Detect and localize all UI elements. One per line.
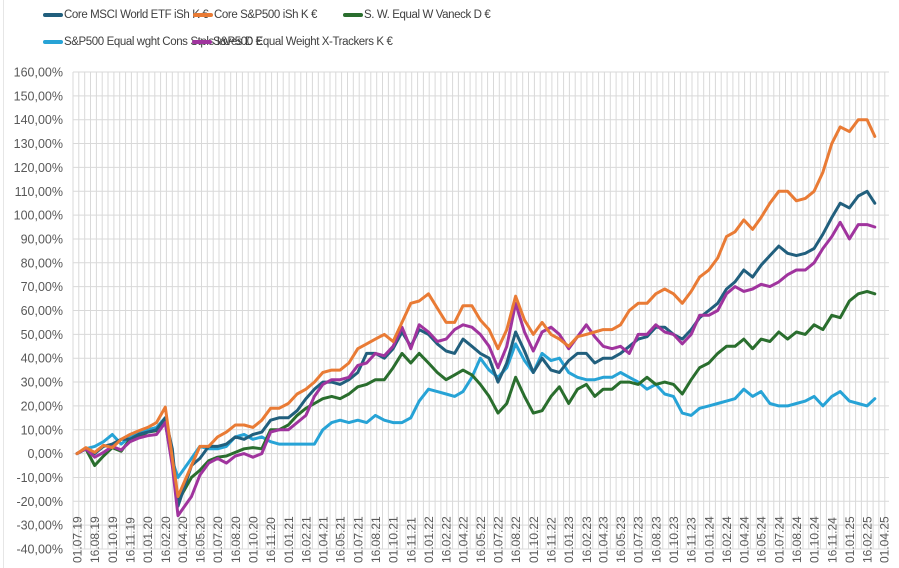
- x-tick-label: 16.02.22: [440, 516, 454, 563]
- x-tick-label: 16.02.20: [159, 516, 173, 563]
- x-tick-label: 16.11.24: [825, 517, 839, 563]
- x-tick-label: 01.04.24: [737, 516, 751, 563]
- series-line-cons-staples: [75, 342, 877, 479]
- x-tick-label: 16.11.21: [404, 517, 418, 563]
- x-axis-tick-labels: 01.07.19 16.08.19 01.10.19 16.11.19 01.01.20…: [71, 516, 892, 563]
- y-axis-tick-labels: 160,00% 150,00% 140,00% 130,00% 120,00% 110,0…: [14, 66, 63, 557]
- y-tick-label: 100,00%: [14, 209, 63, 223]
- x-tick-label: 01.01.25: [843, 516, 857, 563]
- legend-item-sp500: Core S&P500 iSh K €: [193, 9, 317, 21]
- series-line-equal-weight: [75, 220, 877, 518]
- y-tick-label: 40,00%: [21, 352, 63, 366]
- x-tick-label: 16.11.22: [545, 517, 559, 563]
- x-tick-label: 01.01.23: [562, 516, 576, 563]
- legend-swatch: [43, 40, 63, 44]
- x-tick-label: 16.05.22: [474, 516, 488, 563]
- legend-item-msci-world: Core MSCI World ETF iSh K €: [43, 9, 209, 21]
- legend-item-cons-staples: S&P500 Equal wght Cons Stpls Inves D €: [43, 36, 262, 48]
- x-tick-label: 16.11.23: [685, 517, 699, 563]
- x-tick-label: 16.05.21: [334, 516, 348, 563]
- y-tick-label: -30,00%: [16, 519, 63, 533]
- y-tick-label: 150,00%: [14, 89, 63, 103]
- legend-swatch: [193, 13, 213, 17]
- legend-label: Core S&P500 iSh K €: [214, 9, 317, 21]
- y-tick-label: 140,00%: [14, 113, 63, 127]
- x-tick-label: 16.08.22: [509, 516, 523, 563]
- x-tick-label: 01.07.23: [632, 516, 646, 563]
- series-lines: [75, 118, 877, 518]
- x-tick-label: 01.07.20: [211, 516, 225, 563]
- legend-swatch: [192, 40, 212, 44]
- y-tick-label: 10,00%: [21, 423, 63, 437]
- x-tick-label: 01.10.24: [808, 516, 822, 563]
- y-tick-label: 20,00%: [21, 399, 63, 413]
- legend-label: Core MSCI World ETF iSh K €: [64, 9, 209, 21]
- y-tick-label: 90,00%: [21, 232, 63, 246]
- x-tick-label: 01.07.22: [492, 516, 506, 563]
- x-tick-label: 01.04.25: [878, 516, 892, 563]
- x-tick-label: 16.11.20: [264, 517, 278, 563]
- x-tick-label: 01.10.21: [387, 516, 401, 563]
- x-tick-label: 16.08.20: [229, 516, 243, 563]
- y-tick-label: 30,00%: [21, 376, 63, 390]
- x-tick-label: 16.02.23: [580, 516, 594, 563]
- x-tick-label: 01.04.22: [457, 516, 471, 563]
- x-tick-label: 01.04.20: [176, 516, 190, 563]
- x-tick-label: 01.01.20: [141, 516, 155, 563]
- y-tick-label: 70,00%: [21, 280, 63, 294]
- legend: Core MSCI World ETF iSh K € Core S&P500 …: [0, 0, 899, 60]
- x-tick-label: 16.02.21: [299, 516, 313, 563]
- spreadsheet-cell-border: [3, 0, 4, 568]
- x-tick-label: 16.08.21: [369, 516, 383, 563]
- x-tick-label: 16.02.25: [861, 516, 875, 563]
- y-tick-label: 60,00%: [21, 304, 63, 318]
- y-tick-label: 130,00%: [14, 137, 63, 151]
- x-tick-label: 01.01.21: [282, 516, 296, 563]
- series-line-sp500: [75, 118, 877, 498]
- y-tick-label: 0,00%: [28, 447, 63, 461]
- legend-swatch: [43, 13, 63, 17]
- x-tick-label: 01.04.21: [316, 516, 330, 563]
- x-tick-label: 01.01.24: [702, 516, 716, 563]
- x-tick-label: 16.05.24: [755, 516, 769, 563]
- x-tick-label: 16.02.24: [720, 516, 734, 563]
- horizontal-gridlines: [73, 71, 889, 550]
- legend-item-equal-weight: S&P500 Equal Weight X-Trackers K €: [192, 36, 393, 48]
- series-line-vaneck: [75, 289, 877, 503]
- x-tick-label: 01.10.20: [246, 516, 260, 563]
- x-tick-label: 01.10.22: [527, 516, 541, 563]
- legend-item-vaneck: S. W. Equal W Vaneck D €: [343, 9, 491, 21]
- x-tick-label: 16.11.19: [124, 517, 138, 563]
- x-tick-label: 16.05.23: [614, 516, 628, 563]
- x-tick-label: 16.08.24: [790, 516, 804, 563]
- y-tick-label: -10,00%: [16, 471, 63, 485]
- y-tick-label: 80,00%: [21, 256, 63, 270]
- y-tick-label: -20,00%: [16, 495, 63, 509]
- x-tick-label: 01.07.19: [71, 516, 85, 563]
- x-tick-label: 16.05.20: [193, 516, 207, 563]
- x-tick-label: 01.10.19: [106, 516, 120, 563]
- x-tick-label: 16.08.19: [88, 516, 102, 563]
- y-tick-label: 110,00%: [15, 185, 63, 199]
- y-tick-label: 160,00%: [14, 66, 63, 80]
- legend-label: S&P500 Equal wght Cons Stpls Inves D €: [64, 36, 262, 48]
- legend-label: S. W. Equal W Vaneck D €: [364, 9, 491, 21]
- x-tick-label: 01.07.24: [772, 516, 786, 563]
- y-tick-label: 120,00%: [14, 161, 63, 175]
- x-tick-label: 01.07.21: [351, 516, 365, 563]
- legend-swatch: [343, 13, 363, 17]
- x-tick-label: 01.01.22: [422, 516, 436, 563]
- x-tick-label: 01.04.23: [597, 516, 611, 563]
- legend-label: S&P500 Equal Weight X-Trackers K €: [213, 36, 393, 48]
- y-tick-label: -40,00%: [16, 543, 63, 557]
- x-tick-label: 01.10.23: [667, 516, 681, 563]
- y-tick-label: 50,00%: [21, 328, 63, 342]
- x-tick-label: 16.08.23: [649, 516, 663, 563]
